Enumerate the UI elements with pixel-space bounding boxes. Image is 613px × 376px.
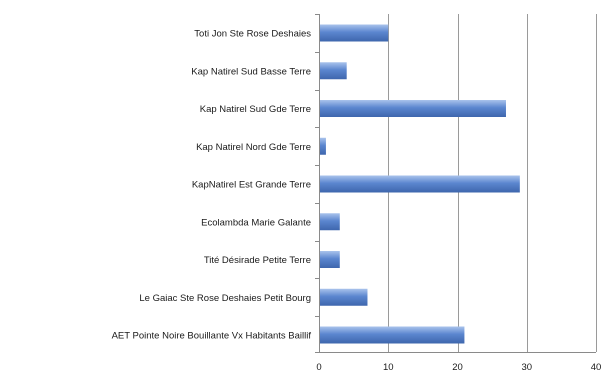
bars [319,24,520,344]
x-tick-label: 30 [521,362,532,373]
x-tick-labels: 0 10 20 30 40 [316,362,601,373]
bar [319,213,340,231]
category-label: Le Gaiac Ste Rose Deshaies Petit Bourg [139,293,311,304]
category-label: AET Pointe Noire Bouillante Vx Habitants… [112,331,312,342]
bar [319,175,520,193]
bar [319,100,506,117]
category-label: Kap Natirel Sud Basse Terre [191,66,311,77]
category-label: Toti Jon Ste Rose Deshaies [194,29,311,40]
x-tick-label: 20 [452,362,463,373]
bar [319,251,340,268]
category-label: Tité Désirade Petite Terre [204,255,311,266]
x-tick-label: 10 [383,362,394,373]
x-tick-label: 0 [316,362,321,373]
category-labels: Toti Jon Ste Rose Deshaies Kap Natirel Su… [112,29,312,342]
category-label: Kap Natirel Nord Gde Terre [196,142,311,153]
x-tick-label: 40 [591,362,602,373]
bar [319,62,347,80]
bar [319,288,368,306]
bar [319,24,389,42]
category-label: Ecolambda Marie Galante [201,217,311,228]
category-label: Kap Natirel Sud Gde Terre [200,104,311,115]
category-label: KapNatirel Est Grande Terre [192,180,311,191]
axes [315,14,596,353]
bar [319,326,465,344]
bar [319,137,326,155]
